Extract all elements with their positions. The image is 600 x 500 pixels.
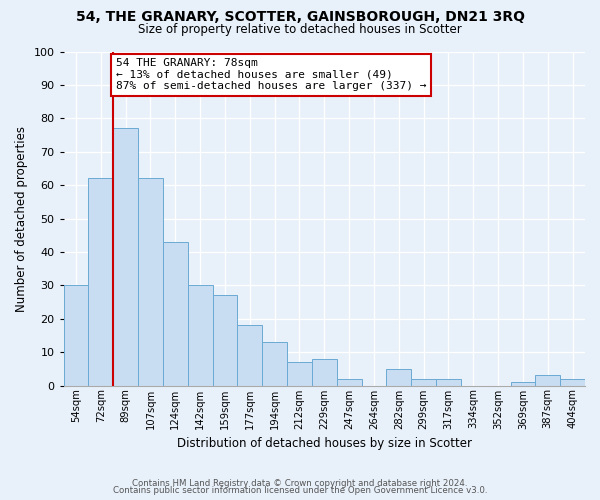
- Bar: [64, 286, 88, 386]
- Bar: [411, 379, 436, 386]
- Bar: [188, 286, 212, 386]
- Bar: [386, 369, 411, 386]
- Bar: [436, 379, 461, 386]
- Text: 54 THE GRANARY: 78sqm
← 13% of detached houses are smaller (49)
87% of semi-deta: 54 THE GRANARY: 78sqm ← 13% of detached …: [116, 58, 426, 92]
- Bar: [560, 379, 585, 386]
- Text: Contains public sector information licensed under the Open Government Licence v3: Contains public sector information licen…: [113, 486, 487, 495]
- Bar: [287, 362, 312, 386]
- Text: Size of property relative to detached houses in Scotter: Size of property relative to detached ho…: [138, 22, 462, 36]
- Bar: [511, 382, 535, 386]
- Bar: [212, 296, 238, 386]
- Bar: [163, 242, 188, 386]
- Text: Contains HM Land Registry data © Crown copyright and database right 2024.: Contains HM Land Registry data © Crown c…: [132, 478, 468, 488]
- Bar: [88, 178, 113, 386]
- Bar: [113, 128, 138, 386]
- Y-axis label: Number of detached properties: Number of detached properties: [15, 126, 28, 312]
- Bar: [238, 326, 262, 386]
- Text: 54, THE GRANARY, SCOTTER, GAINSBOROUGH, DN21 3RQ: 54, THE GRANARY, SCOTTER, GAINSBOROUGH, …: [76, 10, 524, 24]
- Bar: [337, 379, 362, 386]
- Bar: [535, 376, 560, 386]
- Bar: [262, 342, 287, 386]
- Bar: [312, 359, 337, 386]
- X-axis label: Distribution of detached houses by size in Scotter: Distribution of detached houses by size …: [177, 437, 472, 450]
- Bar: [138, 178, 163, 386]
